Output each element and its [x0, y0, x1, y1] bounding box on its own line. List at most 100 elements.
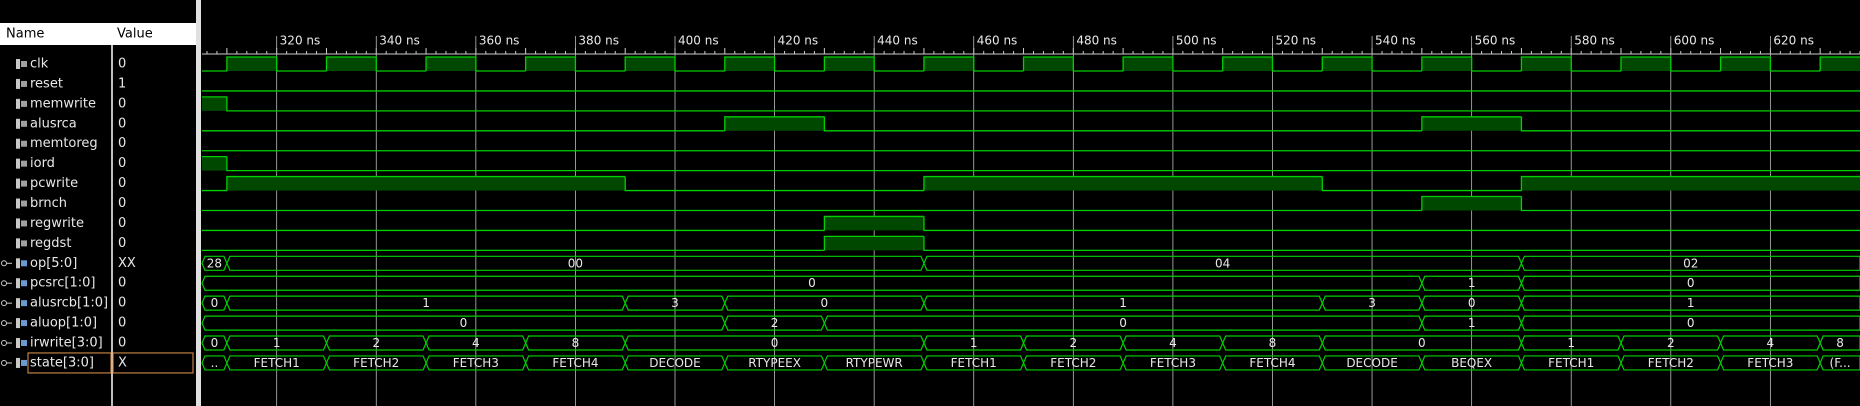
bus-label: 8: [1269, 336, 1277, 350]
signal-icon: [16, 118, 20, 129]
bus-label: 1: [422, 296, 430, 310]
high-fill: [824, 57, 875, 71]
signal-name[interactable]: op[5:0]: [30, 256, 77, 271]
bus-label: 1: [1687, 296, 1695, 310]
ruler-label: 500 ns: [1176, 34, 1217, 48]
ruler-label: 360 ns: [479, 34, 520, 48]
ruler-label: 540 ns: [1375, 34, 1416, 48]
signal-icon: [21, 140, 27, 147]
high-fill: [824, 236, 924, 251]
value-header: Value: [117, 27, 153, 42]
ruler-label: 620 ns: [1773, 34, 1814, 48]
signal-icon: [21, 340, 27, 347]
wave-segment: [524, 56, 576, 71]
expander[interactable]: [1, 320, 7, 327]
signal-value: 0: [118, 236, 126, 251]
bus-label: FETCH4: [1249, 356, 1295, 370]
expander[interactable]: [1, 300, 7, 307]
signal-name[interactable]: regdst: [30, 236, 71, 251]
signal-name[interactable]: aluop[1:0]: [30, 316, 97, 331]
wave-segment: [1421, 195, 1522, 211]
bus-label: 0: [1418, 336, 1426, 350]
bus-label: 1: [1468, 316, 1476, 330]
bus-label: 3: [1368, 296, 1376, 310]
bus-label: 1: [273, 336, 281, 350]
wave-segment: [1769, 57, 1821, 72]
signal-name[interactable]: alusrca: [30, 116, 77, 131]
high-fill: [1421, 116, 1522, 131]
signal-icon: [21, 61, 27, 67]
wave-segment: [823, 235, 924, 251]
wave-segment: [1819, 56, 1860, 71]
signal-icon: [21, 359, 27, 366]
bus-label: 8: [572, 336, 580, 350]
bus-label: 0: [1468, 296, 1476, 310]
wave-segment: [226, 175, 626, 191]
signal-name[interactable]: reset: [30, 76, 63, 91]
signal-name[interactable]: regwrite: [30, 216, 84, 231]
signal-icon: [16, 278, 20, 289]
bus-label: FETCH2: [1648, 356, 1694, 370]
wave-segment: [923, 56, 974, 71]
expander[interactable]: [1, 359, 7, 366]
signal-name[interactable]: pcsrc[1:0]: [30, 276, 95, 291]
signal-icon: [21, 180, 27, 187]
wave-segment: [276, 57, 327, 72]
high-fill: [1421, 57, 1472, 71]
signal-icon: [21, 100, 27, 107]
signal-name[interactable]: state[3:0]: [30, 355, 94, 370]
ruler-label: 520 ns: [1275, 34, 1316, 48]
bus-label: 0: [1687, 316, 1695, 330]
signal-icon: [16, 298, 20, 309]
wave-segment: [1271, 57, 1323, 72]
high-fill: [1023, 57, 1074, 71]
signal-value: 0: [118, 336, 126, 351]
bus-label: 3: [671, 296, 679, 310]
signal-value: 0: [118, 216, 126, 231]
wave-segment: [973, 57, 1024, 72]
high-fill: [1421, 196, 1522, 211]
signal-name[interactable]: memtoreg: [30, 136, 98, 151]
bus-segment: [1819, 355, 1860, 371]
high-fill: [326, 57, 377, 71]
bus-label: FETCH3: [1150, 356, 1196, 370]
signal-icon: [16, 198, 20, 209]
signal-icon: [16, 138, 20, 149]
signal-name[interactable]: irwrite[3:0]: [30, 336, 103, 351]
high-fill: [724, 57, 775, 71]
bus-label: 02: [1683, 256, 1698, 270]
expander[interactable]: [1, 340, 7, 347]
signal-name[interactable]: pcwrite: [30, 176, 78, 191]
signal-icon: [21, 240, 27, 247]
signal-icon: [16, 59, 20, 69]
bus-label: 1: [1119, 296, 1127, 310]
high-fill: [923, 176, 1323, 191]
signal-icon: [21, 160, 27, 167]
expander[interactable]: [1, 260, 7, 267]
signal-name[interactable]: brnch: [30, 196, 67, 211]
wave-segment: [823, 116, 1422, 132]
name-selection-box: [27, 352, 112, 374]
bus-label: FETCH4: [552, 356, 598, 370]
wave-segment: [724, 56, 775, 71]
signal-name[interactable]: memwrite: [30, 96, 96, 111]
signal-name[interactable]: alusrcb[1:0]: [30, 296, 108, 311]
signal-name[interactable]: clk: [30, 57, 49, 72]
wave-segment: [773, 57, 825, 72]
signal-value: 1: [118, 76, 126, 91]
high-fill: [1222, 57, 1273, 71]
name-header: Name: [6, 27, 44, 42]
signal-name[interactable]: iord: [30, 156, 55, 171]
high-fill: [724, 116, 825, 131]
expander[interactable]: [1, 280, 7, 287]
bus-label: FETCH3: [1747, 356, 1793, 370]
pane-divider[interactable]: [196, 0, 201, 406]
bus-segment: [1520, 315, 1860, 331]
bus-label: FETCH2: [353, 356, 399, 370]
signal-icon: [16, 338, 20, 349]
signal-icon: [21, 260, 27, 267]
wave-segment: [1222, 56, 1273, 71]
wave-segment: [923, 175, 1323, 191]
ruler-label: 400 ns: [678, 34, 719, 48]
wave-segment: [226, 56, 277, 71]
